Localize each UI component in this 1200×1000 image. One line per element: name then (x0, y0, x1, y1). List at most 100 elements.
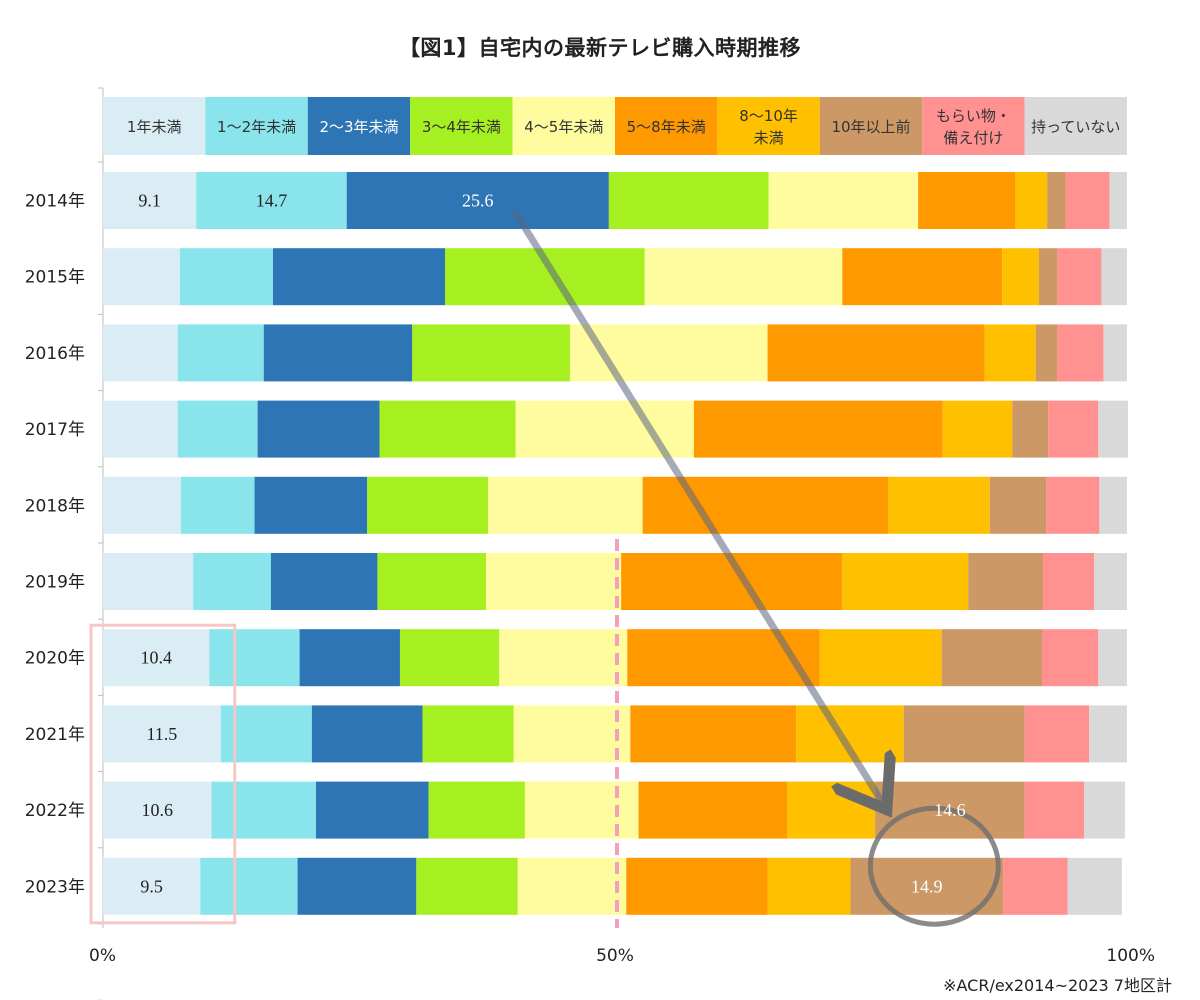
bar-segment (1065, 172, 1110, 229)
bar-segment (644, 248, 843, 306)
bar-segment (989, 476, 1047, 534)
data-label: 9.1 (138, 191, 161, 211)
data-label: 11.5 (146, 724, 177, 744)
bar-segment (524, 781, 639, 839)
legend-label: 備え付け (943, 129, 1003, 147)
bar-segment (626, 857, 768, 915)
y-tick-label: 2021年 (25, 725, 85, 745)
bar-segment (1024, 705, 1090, 763)
bar-segment (1101, 248, 1127, 306)
bar-segment (768, 172, 919, 229)
data-label: 10.4 (140, 648, 172, 668)
bar-segment (1035, 324, 1058, 382)
bar-segment (888, 476, 990, 534)
bar-segment (1083, 781, 1125, 839)
bar-segment (103, 629, 210, 687)
bar-segment (1047, 172, 1066, 229)
bar-segment (767, 857, 851, 915)
bar-segment (103, 476, 181, 534)
legend-label: もらい物・ (936, 107, 1011, 125)
y-tick-label: 2019年 (25, 573, 85, 593)
y-tick-label: 2017年 (25, 420, 85, 440)
bar-segment (642, 476, 889, 534)
bar-segment (1024, 781, 1084, 839)
bar-segment (984, 324, 1036, 382)
bar-segment (488, 476, 643, 534)
bar-segment (1002, 248, 1039, 306)
bar-segment (627, 629, 820, 687)
bar-segment (842, 553, 969, 610)
bar-segment (177, 400, 258, 458)
bar-segment (608, 172, 769, 229)
bar-segment (297, 857, 417, 915)
bar-segment (257, 400, 380, 458)
legend-label: 5～8年未満 (627, 118, 706, 136)
legend-label: 持っていない (1031, 118, 1120, 136)
legend-swatch (205, 97, 308, 155)
bar-segment (367, 476, 489, 534)
bar-segment (346, 172, 609, 229)
bar-segment (270, 553, 378, 610)
bar-segment (942, 400, 1013, 458)
bar-segment (1043, 553, 1095, 610)
trend-arrow (512, 209, 883, 804)
bar-segment (918, 172, 1016, 229)
bar-segment (517, 857, 627, 915)
y-tick-label: 2022年 (25, 801, 85, 821)
bar-segment (428, 781, 525, 839)
bar-segment (103, 248, 180, 306)
data-label: 10.6 (142, 800, 174, 820)
bar-segment (103, 400, 178, 458)
bar-segment (968, 553, 1044, 610)
legend-label: 1年未満 (127, 118, 182, 136)
legend-swatch (103, 97, 206, 155)
data-label: 14.6 (934, 800, 966, 820)
bar-segment (211, 781, 316, 839)
bar-segment (377, 553, 486, 610)
bar-segment (1012, 400, 1049, 458)
y-tick-label: 2023年 (25, 877, 85, 897)
bar-segment (103, 781, 212, 839)
bar-segment (903, 705, 1025, 763)
bar-segment (819, 629, 942, 687)
legend-swatch (307, 97, 411, 155)
bar-segment (485, 553, 622, 610)
bar-segment (196, 172, 347, 229)
bar-segment (200, 857, 298, 915)
bar-segment (1103, 324, 1127, 382)
legend-swatch (410, 97, 513, 155)
bar-segment (1038, 248, 1058, 306)
bar-segment (180, 476, 255, 534)
data-label: 14.9 (911, 876, 943, 896)
bar-segment (254, 476, 368, 534)
bar-segment (103, 324, 178, 382)
bar-segment (422, 705, 514, 763)
data-label: 14.7 (256, 191, 288, 211)
legend-label: 1～2年未満 (217, 118, 296, 136)
legend-label: 8～10年 (739, 107, 798, 125)
x-tick-label: 50% (596, 946, 634, 966)
bar-segment (179, 248, 273, 306)
bar-segment (103, 553, 194, 610)
legend-swatch (717, 97, 820, 155)
x-tick-label: 100% (1106, 946, 1155, 966)
y-tick-label: 2015年 (25, 268, 85, 288)
bar-segment (1003, 857, 1068, 915)
bar-segment (842, 248, 1003, 306)
x-tick-label: 0% (89, 946, 116, 966)
legend-label: 4～5年未満 (524, 118, 603, 136)
y-tick-label: 2016年 (25, 344, 85, 364)
bar-segment (693, 400, 943, 458)
legend-swatch (615, 97, 718, 155)
bar-segment (311, 705, 423, 763)
bar-segment (272, 248, 446, 306)
y-tick-label: 2018年 (25, 496, 85, 516)
bar-segment (1098, 629, 1127, 687)
bar-segment (103, 857, 201, 915)
bar-segment (638, 781, 788, 839)
highlight-box-1year (89, 623, 237, 925)
bar-segment (513, 705, 631, 763)
bar-segment (1094, 553, 1127, 610)
bar-segment (177, 324, 264, 382)
legend-swatch (922, 97, 1025, 155)
